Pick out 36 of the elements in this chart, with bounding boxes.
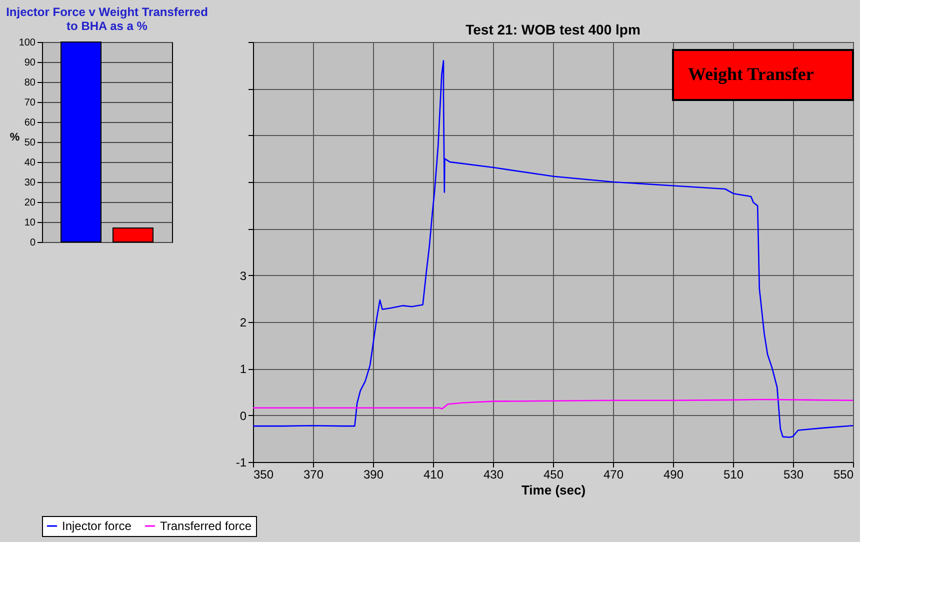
x-tick-label: 350 (254, 468, 274, 482)
chart-title: Injector Force v Weight Transferred to BHA as a % (6, 5, 208, 33)
y-tick-label: 60 (24, 118, 36, 128)
y-tick-label: 40 (24, 158, 36, 168)
y-axis-title: % (10, 132, 20, 144)
x-tick-label: 470 (603, 468, 624, 482)
y-tick-label: 3 (240, 268, 247, 283)
y-tick-label: 0 (30, 238, 36, 248)
y-tick-label: 70 (24, 98, 36, 108)
line-series (252, 60, 854, 438)
y-tick-label: 80 (24, 78, 36, 88)
chart-title: Test 21: WOB test 400 lpm (466, 22, 640, 38)
y-tick-label: 0 (240, 408, 247, 423)
line-series (252, 398, 854, 410)
x-axis-title: Time (sec) (521, 482, 586, 498)
y-tick-label: 30 (24, 178, 36, 188)
x-tick-label: 450 (543, 468, 564, 482)
x-tick-label: 510 (723, 468, 744, 482)
x-tick-label: 370 (303, 468, 324, 482)
legend-label: Transferred force (160, 519, 252, 533)
x-tick-label: 430 (483, 468, 504, 482)
y-tick-label: -1 (236, 456, 247, 470)
y-tick-label: 10 (24, 218, 36, 228)
y-tick-label: 1 (240, 362, 247, 376)
y-tick-label: 50 (24, 138, 36, 148)
y-tick-label: 20 (24, 198, 36, 208)
y-tick-label: 90 (24, 58, 36, 68)
x-tick-label: 550 (833, 468, 854, 482)
legend-label: Injector force (62, 519, 132, 533)
y-tick-label: 2 (240, 316, 247, 330)
x-tick-label: 410 (423, 468, 444, 482)
annotation: Weight Transfer (688, 64, 814, 84)
x-tick-label: 490 (663, 468, 684, 482)
x-tick-label: 390 (363, 468, 384, 482)
y-tick-label: 100 (18, 38, 36, 48)
x-tick-label: 530 (783, 468, 804, 482)
